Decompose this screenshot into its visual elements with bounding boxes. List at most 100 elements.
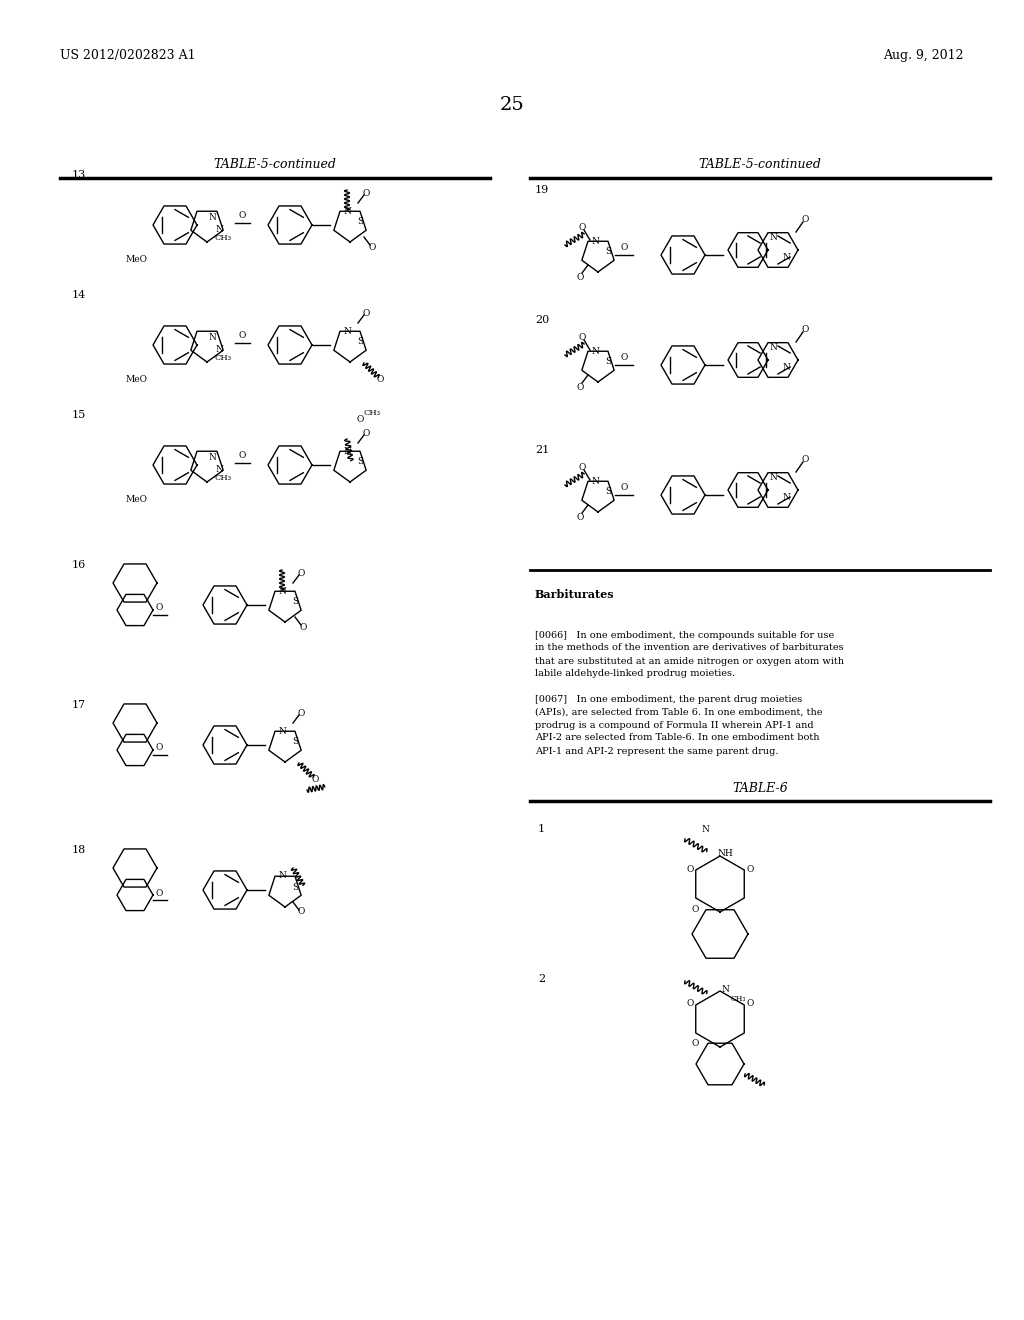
Text: (APIs), are selected from Table 6. In one embodiment, the: (APIs), are selected from Table 6. In on… xyxy=(535,708,822,717)
Text: S: S xyxy=(605,358,611,367)
Text: N: N xyxy=(208,213,216,222)
Text: MeO: MeO xyxy=(125,375,147,384)
Text: O: O xyxy=(621,352,628,362)
Text: N: N xyxy=(208,333,216,342)
Text: 25: 25 xyxy=(500,96,524,114)
Text: 18: 18 xyxy=(72,845,86,855)
Text: N: N xyxy=(701,825,709,833)
Text: O: O xyxy=(621,483,628,491)
Text: 19: 19 xyxy=(535,185,549,195)
Text: S: S xyxy=(357,458,364,466)
Text: S: S xyxy=(605,248,611,256)
Text: API-1 and API-2 represent the same parent drug.: API-1 and API-2 represent the same paren… xyxy=(535,747,778,755)
Text: O: O xyxy=(362,189,370,198)
Text: S: S xyxy=(357,338,364,346)
Text: TABLE-6: TABLE-6 xyxy=(732,783,787,796)
Text: O: O xyxy=(311,776,318,784)
Text: O: O xyxy=(686,999,693,1008)
Text: S: S xyxy=(357,218,364,227)
Text: O: O xyxy=(802,455,809,465)
Text: N: N xyxy=(769,343,777,352)
Text: API-2 are selected from Table-6. In one embodiment both: API-2 are selected from Table-6. In one … xyxy=(535,734,819,742)
Text: O: O xyxy=(691,904,698,913)
Text: O: O xyxy=(297,709,305,718)
Text: N: N xyxy=(343,206,351,215)
Text: 20: 20 xyxy=(535,315,549,325)
Text: N: N xyxy=(782,494,790,503)
Text: US 2012/0202823 A1: US 2012/0202823 A1 xyxy=(60,49,196,62)
Text: O: O xyxy=(691,1040,698,1048)
Text: MeO: MeO xyxy=(125,256,147,264)
Text: N: N xyxy=(721,985,729,994)
Text: O: O xyxy=(369,243,376,252)
Text: 14: 14 xyxy=(72,290,86,300)
Text: O: O xyxy=(802,215,809,224)
Text: S: S xyxy=(292,598,298,606)
Text: CH₃: CH₃ xyxy=(364,409,381,417)
Text: O: O xyxy=(239,331,246,341)
Text: O: O xyxy=(746,865,754,874)
Text: O: O xyxy=(579,463,586,473)
Text: N: N xyxy=(215,466,223,474)
Text: Aug. 9, 2012: Aug. 9, 2012 xyxy=(884,49,964,62)
Text: CH₃: CH₃ xyxy=(214,354,231,362)
Text: O: O xyxy=(362,309,370,318)
Text: 15: 15 xyxy=(72,411,86,420)
Text: N: N xyxy=(208,453,216,462)
Text: O: O xyxy=(239,211,246,220)
Text: O: O xyxy=(362,429,370,437)
Text: O: O xyxy=(297,569,305,578)
Text: O: O xyxy=(376,375,384,384)
Text: N: N xyxy=(343,446,351,455)
Text: N: N xyxy=(782,253,790,263)
Text: [0066]   In one embodiment, the compounds suitable for use: [0066] In one embodiment, the compounds … xyxy=(535,631,835,639)
Text: TABLE-5-continued: TABLE-5-continued xyxy=(698,158,821,172)
Text: O: O xyxy=(156,888,163,898)
Text: O: O xyxy=(802,326,809,334)
Text: O: O xyxy=(156,603,163,612)
Text: N: N xyxy=(769,234,777,243)
Text: labile aldehyde-linked prodrug moieties.: labile aldehyde-linked prodrug moieties. xyxy=(535,669,735,678)
Text: CH₃: CH₃ xyxy=(214,474,231,482)
Text: N: N xyxy=(279,586,286,595)
Text: O: O xyxy=(579,334,586,342)
Text: 13: 13 xyxy=(72,170,86,180)
Text: S: S xyxy=(292,738,298,747)
Text: [0067]   In one embodiment, the parent drug moieties: [0067] In one embodiment, the parent dru… xyxy=(535,694,802,704)
Text: N: N xyxy=(279,871,286,880)
Text: 16: 16 xyxy=(72,560,86,570)
Text: TABLE-5-continued: TABLE-5-continued xyxy=(214,158,337,172)
Text: N: N xyxy=(591,477,599,486)
Text: CH₃: CH₃ xyxy=(214,234,231,242)
Text: prodrug is a compound of Formula II wherein API-1 and: prodrug is a compound of Formula II wher… xyxy=(535,721,814,730)
Text: 17: 17 xyxy=(72,700,86,710)
Text: CH₃: CH₃ xyxy=(730,995,745,1003)
Text: O: O xyxy=(686,865,693,874)
Text: in the methods of the invention are derivatives of barbiturates: in the methods of the invention are deri… xyxy=(535,644,844,652)
Text: MeO: MeO xyxy=(125,495,147,504)
Text: S: S xyxy=(292,883,298,891)
Text: N: N xyxy=(343,326,351,335)
Text: O: O xyxy=(297,908,305,916)
Text: O: O xyxy=(579,223,586,232)
Text: O: O xyxy=(239,451,246,461)
Text: O: O xyxy=(577,512,584,521)
Text: 2: 2 xyxy=(538,974,545,983)
Text: O: O xyxy=(356,416,364,425)
Text: N: N xyxy=(769,474,777,483)
Text: NH: NH xyxy=(717,850,733,858)
Text: N: N xyxy=(215,226,223,235)
Text: N: N xyxy=(591,236,599,246)
Text: N: N xyxy=(215,346,223,355)
Text: 21: 21 xyxy=(535,445,549,455)
Text: that are substituted at an amide nitrogen or oxygen atom with: that are substituted at an amide nitroge… xyxy=(535,656,844,665)
Text: O: O xyxy=(746,999,754,1008)
Text: 1: 1 xyxy=(538,824,545,834)
Text: O: O xyxy=(299,623,306,631)
Text: N: N xyxy=(279,726,286,735)
Text: O: O xyxy=(156,743,163,752)
Text: N: N xyxy=(591,346,599,355)
Text: O: O xyxy=(577,272,584,281)
Text: N: N xyxy=(782,363,790,372)
Text: Barbiturates: Barbiturates xyxy=(535,590,614,601)
